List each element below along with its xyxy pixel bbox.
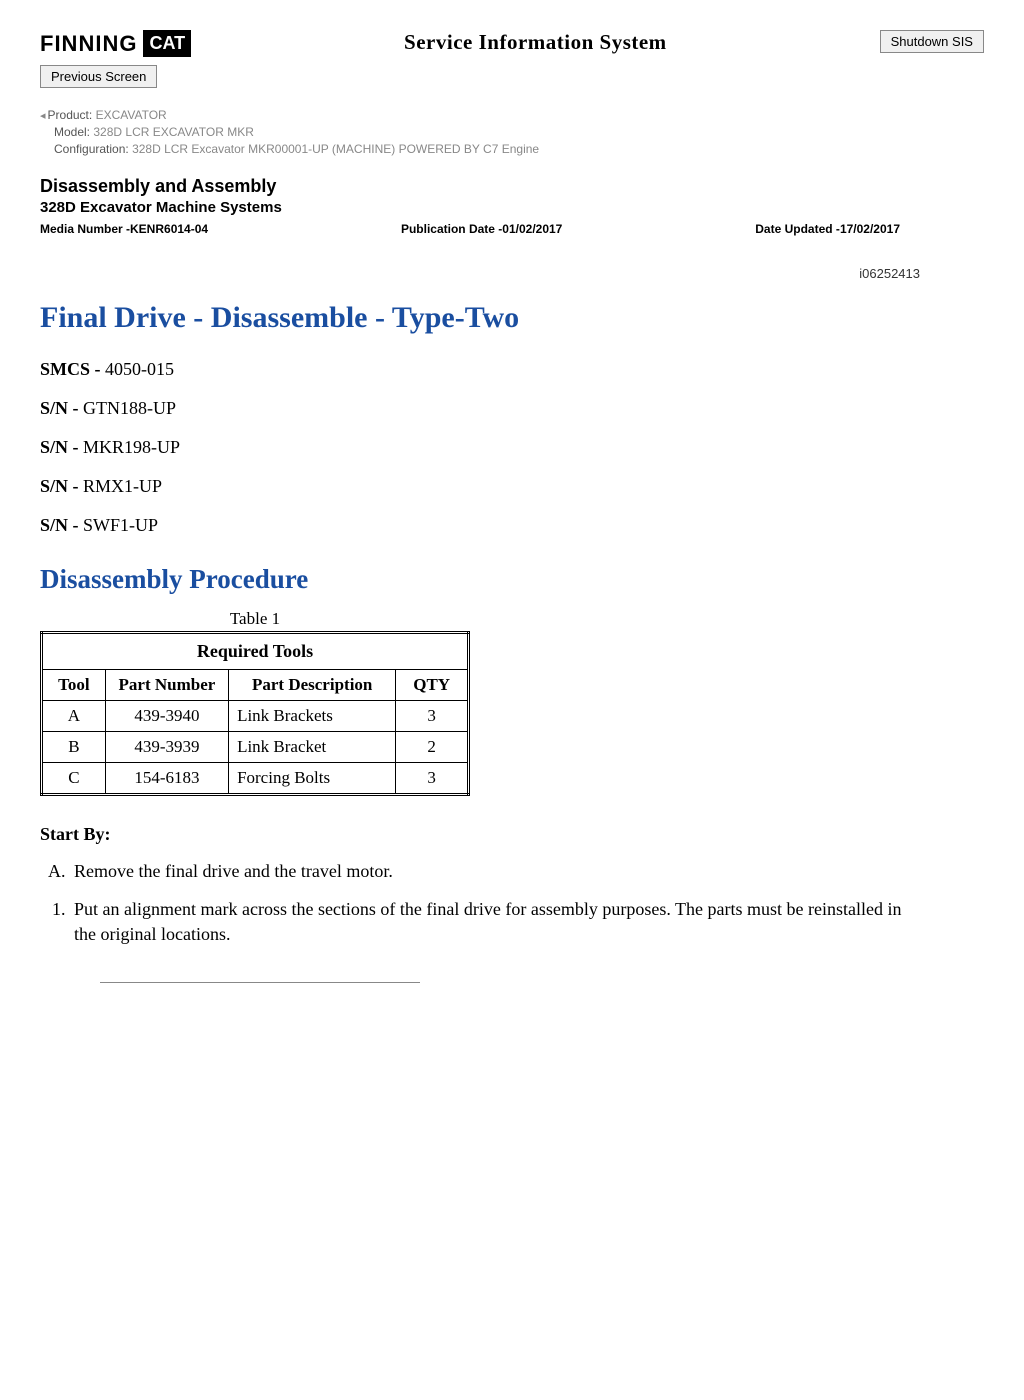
table-cell: A — [42, 701, 106, 732]
meta-model-value: 328D LCR EXCAVATOR MKR — [93, 125, 254, 139]
brand-text: FINNING — [40, 31, 137, 57]
doc-subsection: 328D Excavator Machine Systems — [40, 199, 984, 216]
previous-screen-button[interactable]: Previous Screen — [40, 65, 157, 88]
table-caption: Table 1 — [40, 609, 470, 629]
meta-model-row: Model: 328D LCR EXCAVATOR MKR — [40, 125, 984, 139]
sn-value: RMX1-UP — [83, 476, 162, 496]
header-bar: FINNING CAT Previous Screen Service Info… — [40, 30, 984, 88]
table-title: Required Tools — [42, 633, 469, 670]
table-body: A439-3940Link Brackets3B439-3939Link Bra… — [42, 701, 469, 795]
publication-row: Media Number -KENR6014-04 Publication Da… — [40, 222, 900, 236]
table-column-header: Part Description — [229, 670, 396, 701]
doc-section: Disassembly and Assembly — [40, 176, 984, 197]
sn-label: S/N - — [40, 398, 83, 418]
meta-product-label: Product: — [48, 108, 93, 122]
publication-date: Publication Date -01/02/2017 — [401, 222, 562, 236]
list-item: Remove the final drive and the travel mo… — [70, 859, 920, 883]
meta-config-label: Configuration: — [54, 142, 129, 156]
table-row: C154-6183Forcing Bolts3 — [42, 763, 469, 795]
brand-logo: FINNING CAT — [40, 30, 191, 57]
sn-label: S/N - — [40, 515, 83, 535]
system-title: Service Information System — [404, 30, 667, 55]
sn-line: S/N - SWF1-UP — [40, 515, 920, 536]
table-header-row: ToolPart NumberPart DescriptionQTY — [42, 670, 469, 701]
table-row: B439-3939Link Bracket2 — [42, 732, 469, 763]
table-cell: 154-6183 — [105, 763, 228, 795]
smcs-value: 4050-015 — [105, 359, 174, 379]
sn-label: S/N - — [40, 437, 83, 457]
table-cell: 3 — [396, 763, 469, 795]
smcs-line: SMCS - 4050-015 — [40, 359, 920, 380]
sn-line: S/N - GTN188-UP — [40, 398, 920, 419]
sn-value: MKR198-UP — [83, 437, 180, 457]
brand-badge: CAT — [143, 30, 191, 57]
meta-product-value: EXCAVATOR — [96, 108, 167, 122]
table-cell: B — [42, 732, 106, 763]
reference-number: i06252413 — [40, 266, 920, 281]
shutdown-sis-button[interactable]: Shutdown SIS — [880, 30, 984, 53]
table-column-header: QTY — [396, 670, 469, 701]
smcs-label: SMCS - — [40, 359, 105, 379]
table-cell: Forcing Bolts — [229, 763, 396, 795]
meta-model-label: Model: — [54, 125, 90, 139]
table-cell: 2 — [396, 732, 469, 763]
table-row: A439-3940Link Brackets3 — [42, 701, 469, 732]
media-number: Media Number -KENR6014-04 — [40, 222, 208, 236]
required-tools-table: Required Tools ToolPart NumberPart Descr… — [40, 631, 470, 796]
table-cell: 3 — [396, 701, 469, 732]
table-cell: 439-3940 — [105, 701, 228, 732]
procedure-title: Disassembly Procedure — [40, 564, 920, 595]
date-updated: Date Updated -17/02/2017 — [755, 222, 900, 236]
numbered-step-list: Put an alignment mark across the section… — [70, 897, 920, 946]
product-meta: ◂Product: EXCAVATOR Model: 328D LCR EXCA… — [40, 108, 984, 156]
meta-config-row: Configuration: 328D LCR Excavator MKR000… — [40, 142, 984, 156]
table-cell: C — [42, 763, 106, 795]
separator-rule — [100, 982, 420, 983]
sn-line: S/N - RMX1-UP — [40, 476, 920, 497]
start-by-label: Start By: — [40, 824, 920, 845]
table-cell: Link Brackets — [229, 701, 396, 732]
sn-list: S/N - GTN188-UPS/N - MKR198-UPS/N - RMX1… — [40, 398, 920, 536]
table-cell: Link Bracket — [229, 732, 396, 763]
table-column-header: Tool — [42, 670, 106, 701]
sn-value: SWF1-UP — [83, 515, 158, 535]
back-caret-icon[interactable]: ◂ — [40, 110, 46, 122]
sn-label: S/N - — [40, 476, 83, 496]
article-title: Final Drive - Disassemble - Type-Two — [40, 301, 920, 335]
table-cell: 439-3939 — [105, 732, 228, 763]
logo-block: FINNING CAT Previous Screen — [40, 30, 191, 88]
sn-line: S/N - MKR198-UP — [40, 437, 920, 458]
meta-product-row: ◂Product: EXCAVATOR — [40, 108, 984, 122]
doc-header: Disassembly and Assembly 328D Excavator … — [40, 176, 984, 216]
list-item: Put an alignment mark across the section… — [70, 897, 920, 946]
alpha-step-list: Remove the final drive and the travel mo… — [70, 859, 920, 883]
article-content: Final Drive - Disassemble - Type-Two SMC… — [40, 301, 920, 983]
sn-value: GTN188-UP — [83, 398, 176, 418]
meta-config-value: 328D LCR Excavator MKR00001-UP (MACHINE)… — [132, 142, 539, 156]
table-column-header: Part Number — [105, 670, 228, 701]
